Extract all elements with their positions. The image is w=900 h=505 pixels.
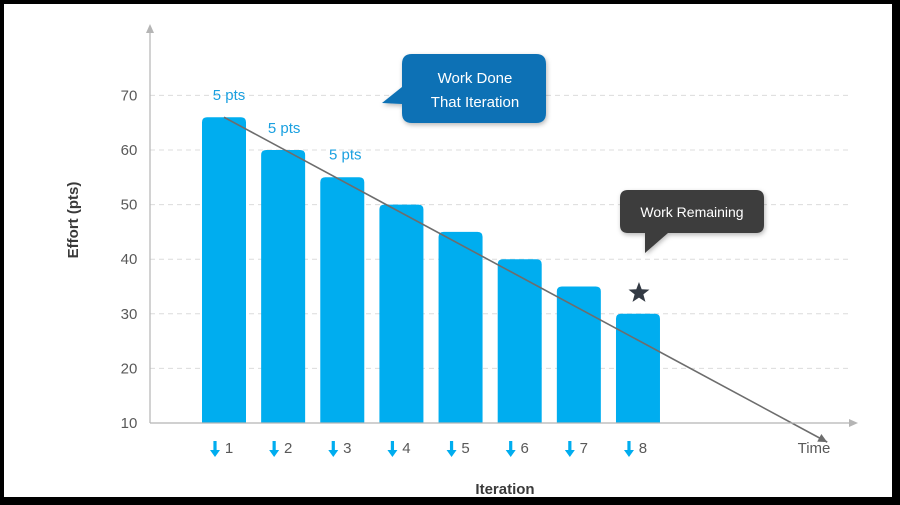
bars bbox=[202, 117, 660, 424]
x-axis-end-label: Time bbox=[798, 440, 831, 457]
callout-work-done-line1: Work Done bbox=[438, 70, 513, 87]
down-arrow-icon bbox=[387, 441, 398, 457]
markers bbox=[628, 282, 650, 302]
down-arrow-icon bbox=[210, 441, 220, 457]
y-tick-label-10: 10 bbox=[121, 415, 138, 432]
y-axis-title: Effort (pts) bbox=[65, 182, 82, 259]
y-tick-label-50: 50 bbox=[121, 197, 138, 214]
x-category-label-4: 4 bbox=[402, 440, 410, 457]
star-icon bbox=[628, 282, 650, 302]
down-arrow-icon bbox=[564, 441, 575, 457]
callout-work-remaining-bubble bbox=[620, 190, 764, 253]
data-label-2: 5 pts bbox=[268, 120, 301, 137]
down-arrow-icon bbox=[328, 441, 339, 457]
axes bbox=[146, 24, 858, 427]
down-arrow-icon bbox=[505, 441, 516, 457]
bar-7 bbox=[556, 286, 601, 423]
bar-2 bbox=[261, 150, 306, 423]
chart-panel: 10 20 30 40 50 60 70 1 2 3 4 5 6 7 8 5 pts 5 pts 5 pts … bbox=[4, 4, 892, 497]
trend-line bbox=[223, 116, 828, 443]
callout-work-remaining bbox=[620, 190, 764, 253]
data-label-3: 5 pts bbox=[329, 146, 362, 163]
bar-6 bbox=[497, 259, 542, 423]
down-arrow-icon bbox=[623, 441, 634, 457]
bar-1 bbox=[202, 117, 246, 424]
callout-work-done-line2: That Iteration bbox=[431, 94, 519, 111]
tick-labels: 10 20 30 40 50 60 70 bbox=[121, 87, 138, 432]
data-label-1: 5 pts bbox=[213, 87, 246, 104]
bar-5 bbox=[438, 231, 483, 423]
x-category-label-7: 7 bbox=[580, 440, 588, 457]
y-axis-arrowhead bbox=[146, 24, 154, 33]
x-category-label-8: 8 bbox=[639, 440, 647, 457]
y-tick-label-20: 20 bbox=[121, 360, 138, 377]
x-category-label-3: 3 bbox=[343, 440, 351, 457]
x-category-label-1: 1 bbox=[225, 440, 233, 457]
x-axis-title: Iteration bbox=[475, 481, 534, 497]
x-category-label-2: 2 bbox=[284, 440, 292, 457]
down-arrow-icon bbox=[446, 441, 457, 457]
down-arrow-icon bbox=[269, 441, 280, 457]
x-axis-arrowhead bbox=[849, 419, 858, 427]
bar-4 bbox=[379, 204, 424, 423]
y-tick-label-60: 60 bbox=[121, 142, 138, 159]
trend-line-group bbox=[223, 116, 828, 443]
x-category-labels: 1 2 3 4 5 6 7 8 bbox=[210, 440, 647, 457]
callout-work-remaining-text: Work Remaining bbox=[640, 204, 743, 220]
bar-8 bbox=[615, 313, 660, 423]
bar-3 bbox=[320, 177, 365, 423]
y-tick-label-40: 40 bbox=[121, 251, 138, 268]
callout-work-done-bubble bbox=[382, 54, 546, 123]
y-tick-label-30: 30 bbox=[121, 306, 138, 323]
trend-line-arrowhead bbox=[817, 434, 828, 443]
y-tick-label-70: 70 bbox=[121, 87, 138, 104]
data-labels: 5 pts 5 pts 5 pts bbox=[213, 87, 362, 163]
x-category-label-6: 6 bbox=[521, 440, 529, 457]
callout-work-done bbox=[382, 54, 546, 123]
x-category-label-5: 5 bbox=[461, 440, 469, 457]
